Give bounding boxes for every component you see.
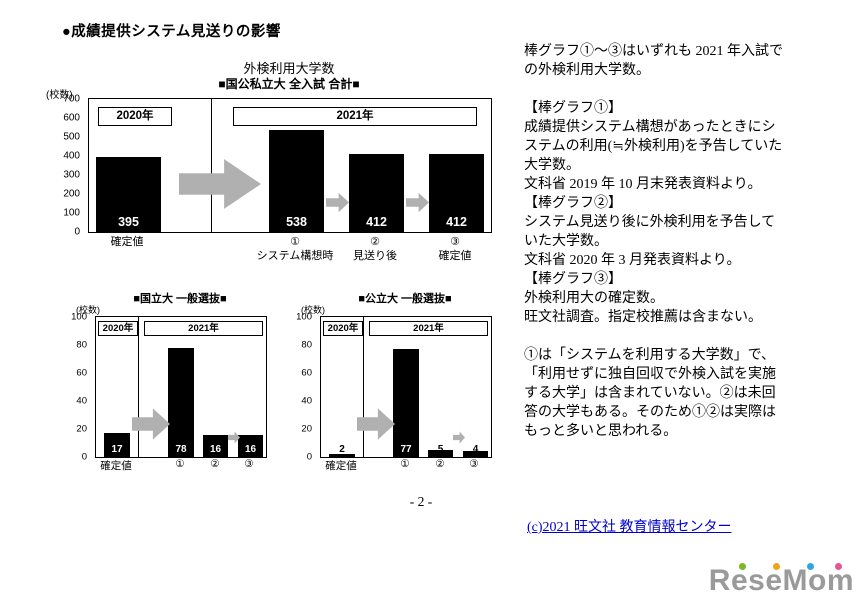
notes-footnote: ①は「システムを利用する大学数」で、「利用せずに独自回収で外検入試を実施する大学…	[524, 348, 776, 439]
arrow-right-icon	[326, 192, 349, 213]
logo-dot	[738, 563, 746, 570]
note-source: 文科省 2020 年 3 月発表資料より。	[524, 253, 741, 268]
divider-line	[363, 317, 364, 457]
page-number: - 2 -	[409, 494, 433, 509]
bar-value-label: 395	[118, 215, 139, 229]
x-label: 確定値	[325, 460, 357, 472]
bar: 17	[104, 433, 130, 457]
bar-value-label: 412	[366, 215, 387, 229]
plot-area: 0 20 40 60 80 100 2020年 2021年 2 77 5 4	[296, 312, 492, 463]
year-label-2020: 2020年	[98, 321, 138, 336]
bar-value-label: 77	[400, 444, 412, 455]
y-axis-unit-label: (校数)	[46, 90, 73, 101]
arrow-right-icon	[179, 157, 261, 211]
x-label: ①	[175, 458, 185, 470]
x-label: ③	[244, 458, 254, 470]
arrow-right-icon	[357, 407, 395, 441]
divider-line	[138, 317, 139, 457]
bar: 4	[463, 444, 488, 457]
notes-intro: 棒グラフ①～③はいずれも 2021 年入試での外検利用大学数。	[524, 44, 783, 78]
bar-value-label: 17	[111, 444, 123, 455]
year-label-2020: 2020年	[323, 321, 363, 336]
bar: 16	[203, 434, 228, 457]
year-label-2021: 2021年	[369, 321, 488, 336]
year-label-2021: 2021年	[233, 107, 477, 126]
y-axis-unit-label: (校数)	[76, 305, 100, 315]
notes-panel: 棒グラフ①～③はいずれも 2021 年入試での外検利用大学数。 【棒グラフ①】 …	[524, 42, 784, 441]
bar-value-label: 412	[446, 215, 467, 229]
bar-value-label: 16	[209, 444, 222, 455]
chart-title: ■公立大 一般選抜■	[358, 293, 452, 305]
x-label: ①	[400, 458, 410, 470]
logo-dot	[806, 563, 814, 570]
x-axis-labels: 確定値 ① ② ③	[320, 458, 490, 474]
bar-value-label: 5	[437, 444, 444, 455]
y-axis-unit-label: (校数)	[301, 305, 325, 315]
bar: 395	[96, 156, 161, 232]
public-univ-chart: ■公立大 一般選抜■ (校数) 0 20 40 60 80 100 2020年 2021年…	[295, 288, 510, 483]
y-axis-ticks: 0 20 40 60 80 100	[71, 311, 87, 463]
resemom-logo: ReseMom	[709, 561, 854, 601]
x-axis-labels: 確定値 ① システム構想時 ② 見送り後 ③ 確定値	[88, 235, 490, 269]
note-heading: 【棒グラフ①】	[524, 101, 622, 116]
logo-text: ReseMom	[708, 564, 854, 597]
bar-value-label: 2	[339, 444, 345, 455]
bar: 412	[349, 153, 404, 232]
y-axis-ticks: 0 20 40 60 80 100	[296, 311, 312, 463]
plot-area: 0 20 40 60 80 100 2020年 2021年 17 78 16 16	[71, 312, 267, 463]
page-title: ●成績提供システム見送りの影響	[62, 24, 281, 40]
x-label: 確定値	[100, 460, 132, 472]
x-label: ②	[210, 458, 220, 470]
x-label: ②	[435, 458, 445, 470]
bar-value-label: 538	[286, 215, 307, 229]
bar: 538	[269, 129, 324, 232]
note-heading: 【棒グラフ③】	[524, 272, 622, 287]
note-body: 成績提供システム構想があったときにシステムの利用(≒外検利用)を予告していた大学…	[524, 120, 783, 173]
national-univ-chart: ■国立大 一般選抜■ (校数) 0 20 40 60 80 100 2020年 2021年…	[70, 288, 285, 483]
x-axis-labels: 確定値 ① ② ③	[95, 458, 265, 474]
x-label: ③ 確定値	[438, 236, 472, 262]
copyright-link[interactable]: (c)2021 旺文社 教育情報センター	[527, 520, 732, 535]
arrow-right-icon	[406, 192, 429, 213]
x-label: ③	[469, 458, 479, 470]
logo-dot	[834, 563, 842, 570]
year-label-2021: 2021年	[144, 321, 263, 336]
bar: 2	[329, 444, 355, 457]
year-label-2020: 2020年	[98, 107, 172, 126]
x-label: 確定値	[110, 236, 144, 248]
note-body: 外検利用大の確定数。	[524, 291, 664, 306]
bar-value-label: 78	[175, 444, 187, 455]
chart-title: 外検利用大学数	[243, 61, 335, 76]
bar-value-label: 4	[472, 444, 479, 455]
plot-area: 0 100 200 300 400 500 600 700 2020年 2021年 395 5…	[63, 94, 492, 238]
bar: 5	[428, 444, 453, 457]
bar-value-label: 16	[244, 444, 257, 455]
bar: 412	[429, 153, 484, 232]
y-axis-ticks: 0 100 200 300 400 500 600 700	[63, 93, 80, 238]
arrow-right-icon	[228, 431, 240, 444]
main-chart: 外検利用大学数 ■国公私立大 全入試 合計■ (校数) 0 100 200 300 40…	[40, 52, 500, 292]
spacer	[524, 327, 784, 346]
bar: 77	[393, 349, 419, 457]
arrow-right-icon	[132, 407, 170, 441]
x-label: ① システム構想時	[256, 236, 334, 262]
divider-line	[211, 99, 212, 232]
note-source: 文科省 2019 年 10 月末発表資料より。	[524, 177, 762, 192]
bar: 78	[168, 347, 194, 457]
bar: 16	[238, 434, 263, 457]
chart-title: ■国立大 一般選抜■	[133, 293, 227, 305]
note-source: 旺文社調査。指定校推薦は含まない。	[524, 310, 762, 325]
logo-dot	[772, 563, 780, 570]
note-body: システム見送り後に外検利用を予告していた大学数。	[524, 215, 776, 249]
note-heading: 【棒グラフ②】	[524, 196, 622, 211]
chart-subtitle: ■国公私立大 全入試 合計■	[218, 77, 360, 91]
arrow-right-icon	[453, 431, 465, 444]
spacer	[524, 80, 784, 99]
x-label: ② 見送り後	[353, 236, 397, 262]
